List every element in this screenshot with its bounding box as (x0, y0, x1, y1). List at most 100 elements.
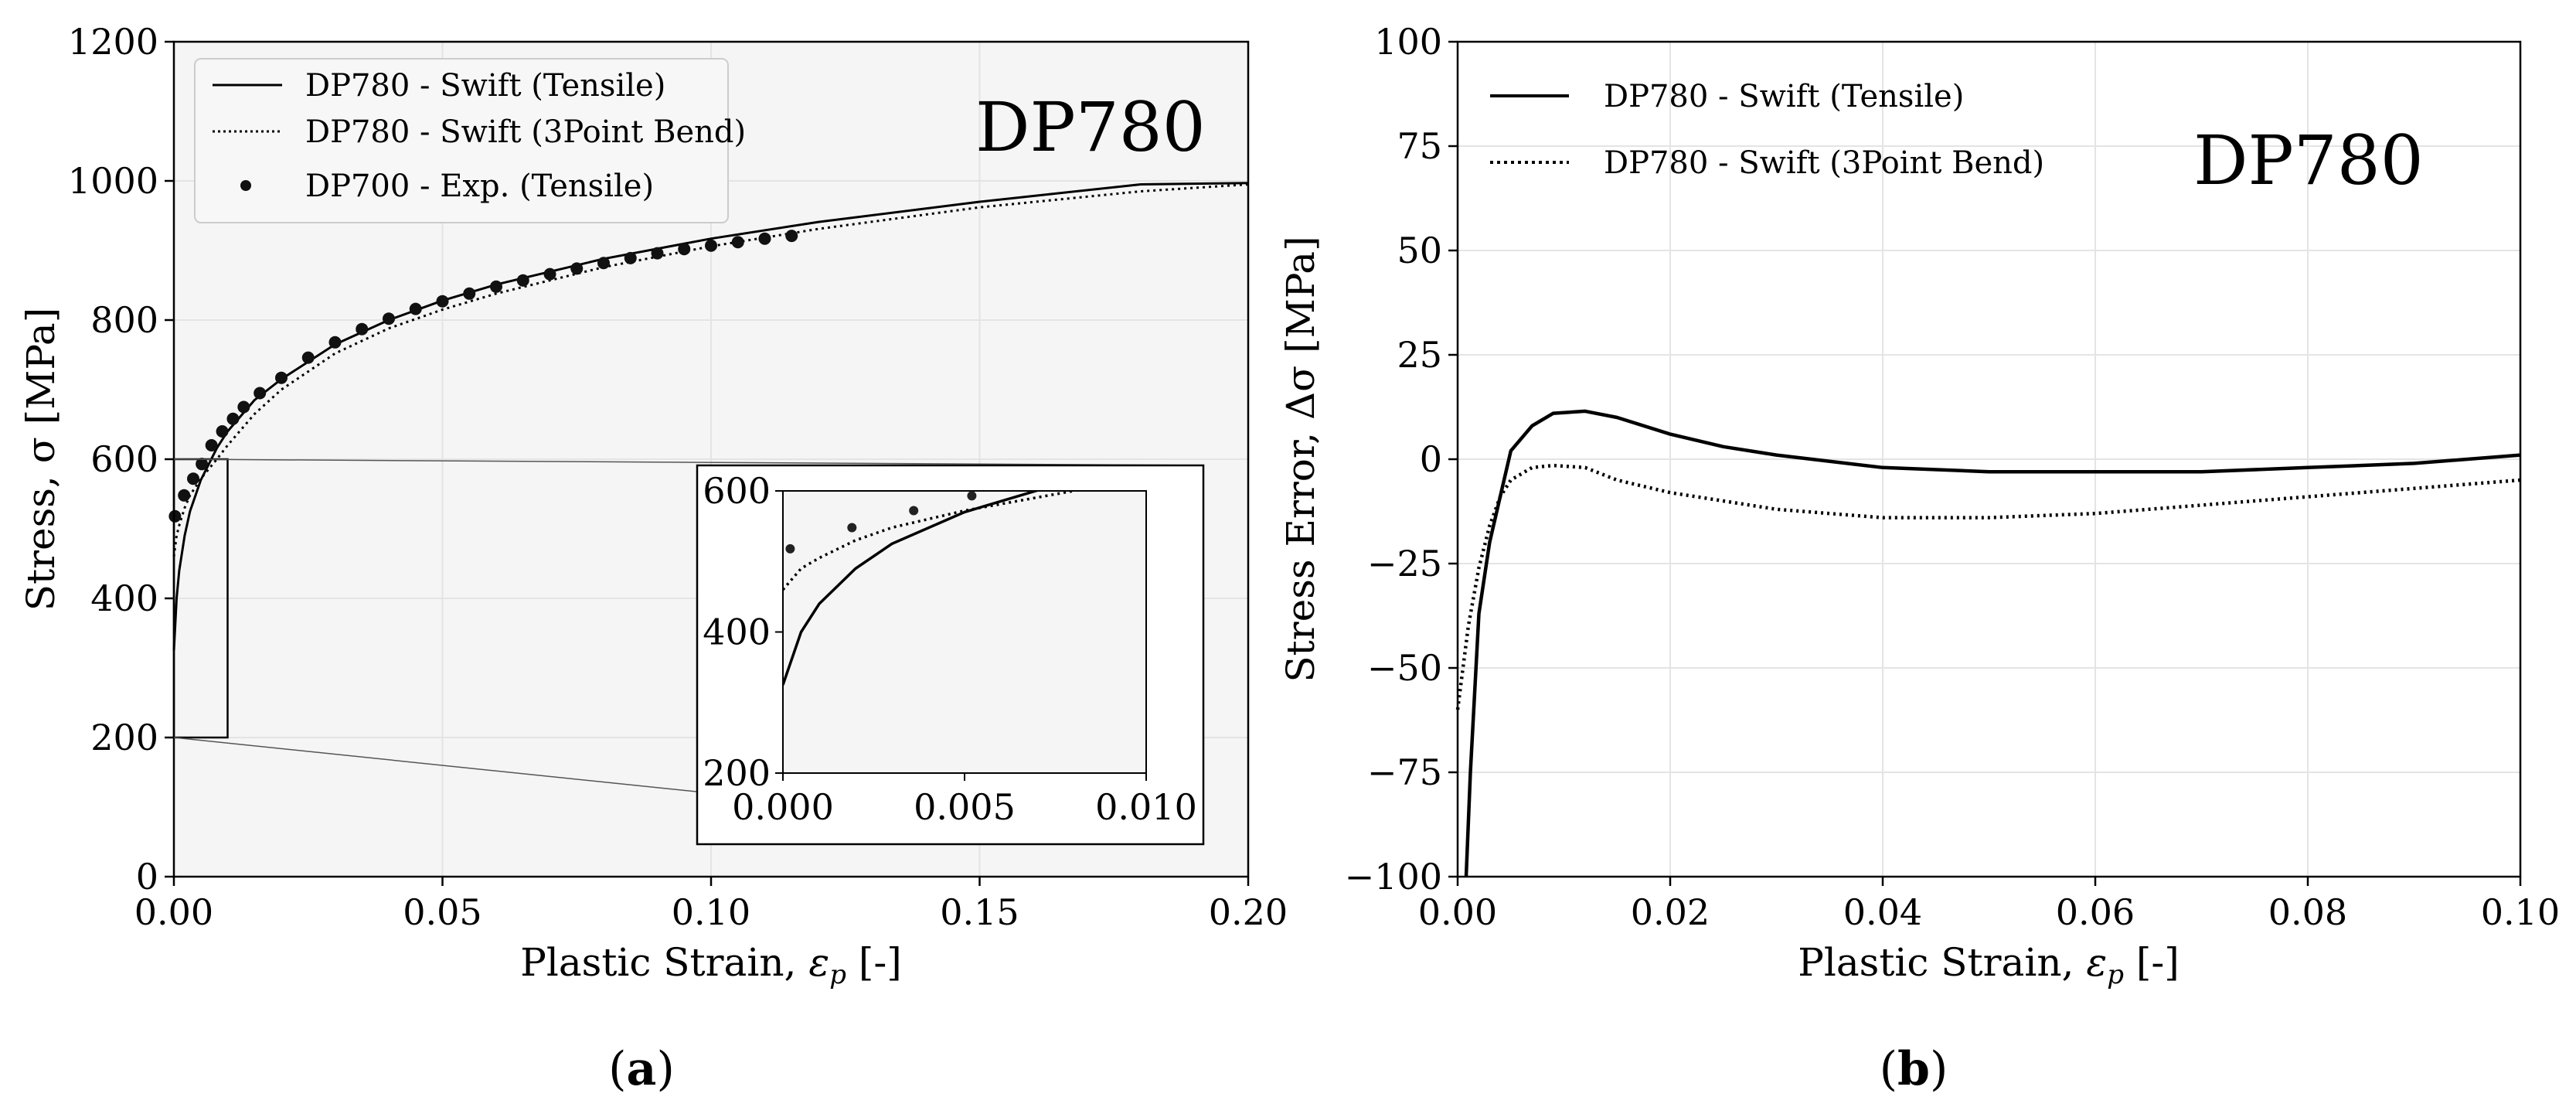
data-point (216, 425, 229, 438)
data-point (678, 243, 691, 256)
data-point (436, 295, 449, 308)
data-point (570, 262, 584, 275)
panel-b-y-axis-label: Stress Error, Δσ [MPa] (1278, 236, 1323, 682)
data-point (237, 400, 250, 414)
panel-b-ticks: 0.00 0.02 0.04 0.06 0.08 0.10 −100 −75 −50 −25 0 25… (1345, 21, 2561, 933)
series-line-tensile (1464, 409, 2521, 877)
panel-a-legend: DP780 - Swift (Tensile) DP780 - Swift (3… (194, 58, 746, 223)
data-point (516, 274, 529, 287)
legend-marker (240, 180, 251, 191)
y-tick-label: 0 (136, 856, 158, 898)
inset-x-tick-label: 0.000 (732, 786, 834, 828)
panel-b-series (1455, 409, 2521, 877)
legend-box (194, 58, 729, 223)
data-point (226, 412, 240, 425)
data-point (275, 371, 288, 384)
series-line-3point (172, 183, 1249, 557)
y-tick-label: 600 (90, 438, 158, 480)
data-point (490, 280, 502, 293)
x-tick-label: 0.20 (1209, 891, 1288, 933)
inset-data-point (909, 506, 919, 516)
y-tick-label: 25 (1397, 334, 1442, 376)
inset-y-tick-label: 400 (703, 612, 771, 653)
data-point (187, 472, 200, 485)
inset-data-point (785, 543, 795, 554)
panel-b-legend: DP780 - Swift (Tensile) DP780 - Swift (3… (1490, 79, 2044, 181)
zoom-connector (173, 458, 1204, 466)
panel-a: 0.00 0.05 0.10 0.15 0.20 0 200 400 600 800 1000 120… (19, 21, 1288, 1096)
panel-b-x-label-sym: ε (2086, 940, 2107, 985)
panel-b-frame (1456, 40, 2522, 878)
y-tick-label: 400 (90, 577, 158, 619)
data-point (624, 251, 637, 264)
y-tick-label: 100 (1374, 21, 1442, 63)
panel-a-series (168, 182, 1249, 651)
panel-a-x-axis-label: Plastic Strain, εp [-] (520, 940, 902, 990)
x-tick-label: 0.10 (2481, 891, 2560, 933)
inset-data-point (847, 523, 857, 533)
panel-a-label: (a) (608, 1042, 675, 1096)
x-tick-label: 0.00 (1418, 891, 1497, 933)
panel-a-letter: a (627, 1042, 657, 1096)
inset-plot-area (782, 490, 1147, 774)
x-tick-label: 0.06 (2056, 891, 2135, 933)
data-point (731, 236, 744, 249)
data-point (463, 287, 476, 300)
panel-b: 0.00 0.02 0.04 0.06 0.08 0.10 −100 −75 −50 −25 0 25… (1278, 21, 2560, 1096)
data-point (328, 336, 342, 349)
panel-b-x-label-tail: [-] (2124, 940, 2180, 985)
inset-series-clip (783, 491, 1081, 686)
legend-label-tensile: DP780 - Swift (Tensile) (305, 68, 665, 104)
x-tick-label: 0.00 (134, 891, 213, 933)
y-tick-label: −75 (1367, 751, 1442, 793)
legend-label-3point: DP780 - Swift (3Point Bend) (1604, 145, 2044, 181)
panel-a-ticks: 0.00 0.05 0.10 0.15 0.20 0 200 400 600 800 1000 120… (68, 21, 1288, 933)
y-tick-label: −100 (1345, 856, 1442, 898)
panel-a-y-axis-label: Stress, σ [MPa] (19, 308, 63, 611)
data-point (383, 312, 395, 325)
data-point (705, 239, 717, 252)
panel-b-x-label-main: Plastic Strain, (1798, 940, 2086, 985)
data-point (409, 302, 422, 315)
inset-data-point (967, 491, 977, 501)
data-point (301, 351, 315, 364)
inset-ticks: 0.000 0.005 0.010 200 400 600 (703, 470, 1197, 828)
y-tick-label: 50 (1397, 230, 1442, 271)
legend-label-exp: DP700 - Exp. (Tensile) (305, 169, 654, 204)
inset-line-tensile (783, 491, 1041, 686)
data-point (758, 232, 771, 245)
x-tick-label: 0.15 (940, 891, 1019, 933)
data-point (205, 439, 218, 451)
x-tick-label: 0.02 (1631, 891, 1710, 933)
panel-b-x-label-sub: p (2107, 959, 2124, 990)
y-tick-label: 75 (1397, 125, 1442, 167)
legend-label-tensile: DP780 - Swift (Tensile) (1604, 79, 1964, 114)
panel-a-annotation: DP780 (975, 87, 1206, 167)
y-tick-label: 200 (90, 717, 158, 758)
y-tick-label: 1000 (68, 160, 158, 202)
inset-series (783, 491, 1081, 686)
data-point (543, 267, 556, 281)
x-tick-label: 0.08 (2268, 891, 2347, 933)
panel-a-x-label-tail: [-] (846, 940, 902, 985)
panel-a-x-label-main: Plastic Strain, (520, 940, 808, 985)
y-tick-label: 0 (1420, 438, 1442, 480)
panel-b-label: (b) (1880, 1042, 1948, 1096)
data-point (254, 387, 267, 400)
panel-a-inset: 0.000 0.005 0.010 200 400 600 (696, 464, 1205, 846)
x-tick-label: 0.05 (403, 891, 482, 933)
y-tick-label: −50 (1367, 647, 1442, 689)
panel-b-x-axis-label: Plastic Strain, εp [-] (1798, 940, 2180, 990)
inset-x-tick-label: 0.010 (1095, 786, 1197, 828)
y-tick-label: −25 (1367, 543, 1442, 584)
inset-line-3point (783, 491, 1081, 591)
data-point (785, 230, 798, 243)
panel-a-x-label-sub: p (829, 959, 846, 990)
panel-a-x-label-sym: ε (808, 940, 829, 985)
inset-y-tick-label: 600 (703, 470, 771, 512)
x-tick-label: 0.04 (1843, 891, 1922, 933)
data-point (597, 257, 610, 270)
data-point (651, 247, 664, 260)
panel-b-letter: b (1897, 1042, 1930, 1096)
